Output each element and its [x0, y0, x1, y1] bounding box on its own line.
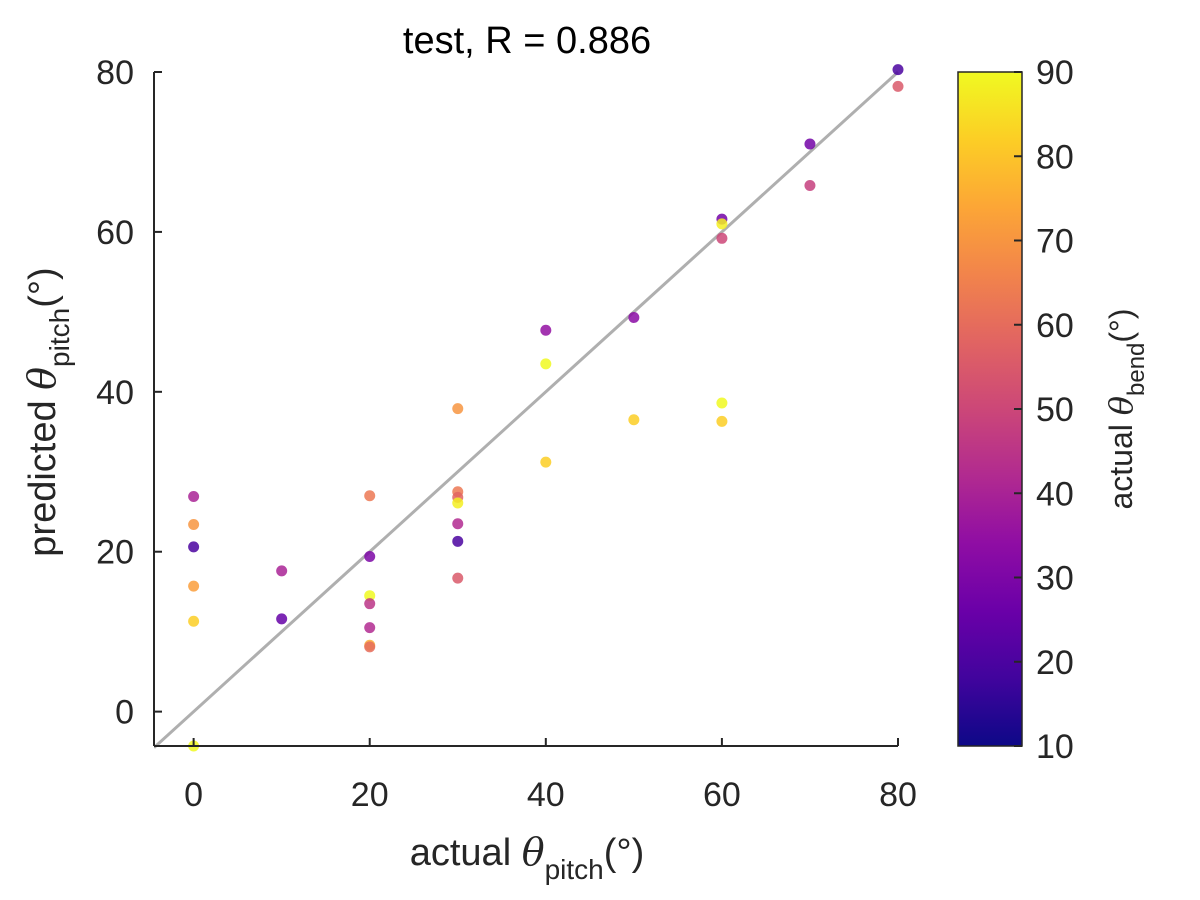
data-point	[364, 590, 376, 602]
colorbar-ticks: 10 20 30 40 50 60 70 80 90	[1014, 54, 1074, 766]
data-point	[276, 565, 288, 577]
colorbar-tick-label: 40	[1036, 475, 1074, 513]
data-point	[364, 598, 376, 610]
x-tick-label: 40	[527, 776, 565, 814]
data-point	[716, 397, 728, 409]
colorbar-tick-label: 70	[1036, 223, 1074, 261]
colorbar-tick-label: 30	[1036, 560, 1074, 598]
data-point	[188, 615, 200, 627]
y-tick-label: 0	[115, 694, 134, 732]
colorbar-tick-label: 20	[1036, 644, 1074, 682]
data-point	[188, 541, 200, 553]
data-point	[364, 551, 376, 563]
x-tick-label: 20	[351, 776, 389, 814]
y-tick-label: 20	[96, 534, 134, 572]
x-tick-label: 60	[703, 776, 741, 814]
data-point	[276, 613, 288, 625]
data-point	[628, 311, 640, 323]
data-point	[364, 490, 376, 502]
data-point	[188, 580, 200, 592]
data-point	[188, 519, 200, 531]
data-points	[188, 64, 904, 752]
colorbar-tick-label: 50	[1036, 391, 1074, 429]
axes: 0 20 40 60 80 0 20 40 60 80	[96, 54, 917, 814]
data-point	[716, 218, 728, 230]
data-point	[452, 518, 464, 530]
data-point	[452, 572, 464, 584]
colorbar-tick-label: 90	[1036, 54, 1074, 92]
colorbar-gradient	[957, 71, 1023, 747]
colorbar: 10 20 30 40 50 60 70 80 90	[957, 54, 1074, 766]
data-point	[892, 64, 904, 76]
data-point	[804, 138, 816, 150]
data-point	[716, 415, 728, 427]
colorbar-tick-label: 80	[1036, 138, 1074, 176]
data-point	[540, 324, 552, 336]
data-point	[804, 180, 816, 192]
data-point	[452, 403, 464, 415]
y-tick-label: 60	[96, 214, 134, 252]
data-point	[364, 622, 376, 634]
data-point	[892, 80, 904, 92]
colorbar-tick-label: 10	[1036, 728, 1074, 766]
x-axis-label: actual θpitch(°)	[410, 830, 645, 885]
x-tick-label: 0	[184, 776, 203, 814]
colorbar-tick-label: 60	[1036, 307, 1074, 345]
data-point	[452, 497, 464, 509]
chart-title: test, R = 0.886	[403, 20, 651, 62]
data-point	[452, 535, 464, 547]
data-point	[364, 641, 376, 653]
data-point	[716, 232, 728, 244]
x-tick-label: 80	[879, 776, 917, 814]
data-point	[540, 358, 552, 370]
y-axis-label: predicted θpitch(°)	[20, 267, 75, 556]
data-point	[628, 414, 640, 426]
y-tick-label: 80	[96, 54, 134, 92]
data-point	[188, 491, 200, 503]
y-tick-label: 40	[96, 374, 134, 412]
data-point	[540, 456, 552, 468]
colorbar-label: actual θbend(°)	[1102, 308, 1150, 509]
identity-reference-line	[154, 70, 900, 749]
